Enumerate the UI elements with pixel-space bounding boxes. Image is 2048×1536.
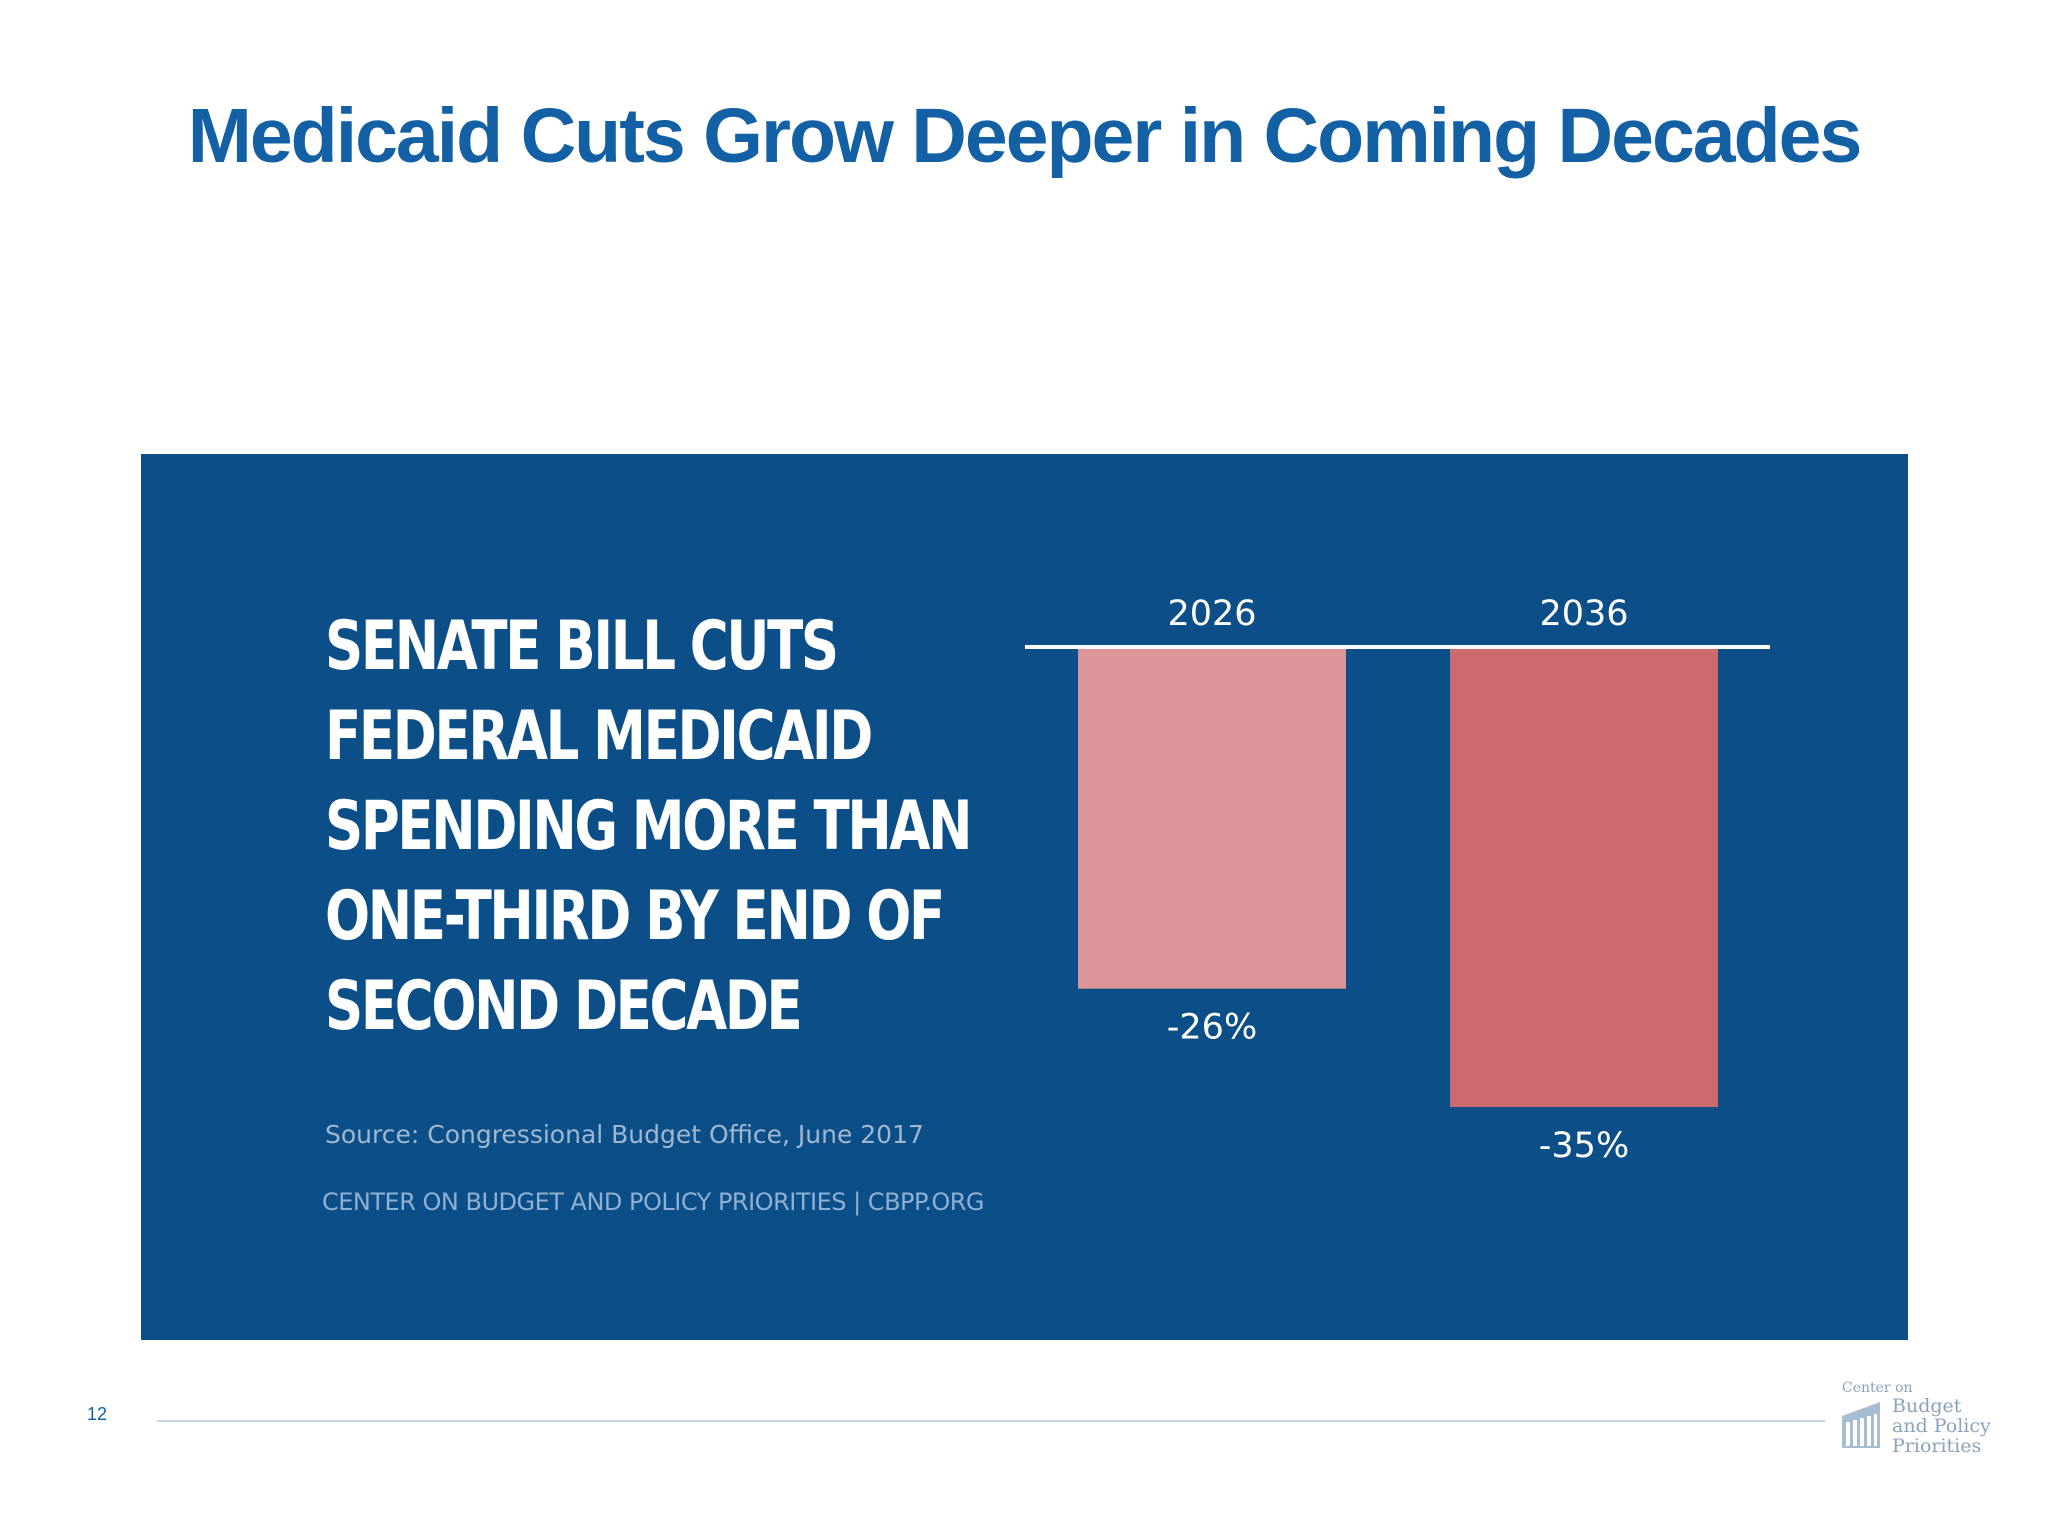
footer-divider (157, 1420, 1825, 1422)
logo-text-line: Priorities (1892, 1435, 1982, 1457)
logo-text-line: Center on (1842, 1380, 1913, 1396)
bar-2026 (1078, 647, 1346, 989)
value-label: -26% (1167, 1008, 1257, 1048)
building-logo-icon (1842, 1402, 1880, 1448)
logo-text-line: and Policy (1892, 1415, 1991, 1437)
headline-line: SENATE BILL CUTS (325, 607, 839, 686)
category-label: 2036 (1539, 594, 1628, 634)
headline-line: FEDERAL MEDICAID (325, 697, 873, 776)
bar-chart: 2026 -26% 2036 -35% (1025, 594, 1770, 1166)
slide-title: Medicaid Cuts Grow Deeper in Coming Deca… (187, 93, 1863, 179)
headline-line: SECOND DECADE (325, 967, 803, 1046)
org-credit: CENTER ON BUDGET AND POLICY PRIORITIES |… (322, 1188, 985, 1216)
source-note: Source: Congressional Budget Office, Jun… (325, 1120, 924, 1149)
category-label: 2026 (1167, 594, 1256, 634)
cbpp-logo: Center on Budget and Policy Priorities (1842, 1380, 1991, 1460)
value-label: -35% (1539, 1126, 1629, 1166)
page-number: 12 (87, 1404, 108, 1424)
bar-2036 (1450, 647, 1718, 1107)
infographic-panel: SENATE BILL CUTS FEDERAL MEDICAID SPENDI… (141, 454, 1908, 1340)
logo-text-line: Budget (1892, 1395, 1962, 1417)
